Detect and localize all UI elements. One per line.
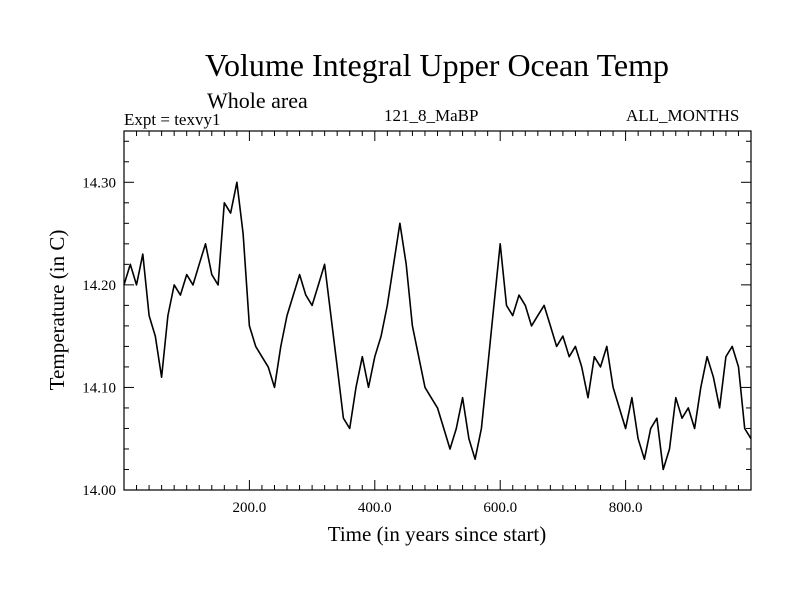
y-tick-label: 14.00 [82,483,116,499]
experiment-label: Expt = texvy1 [124,110,221,129]
x-tick-label: 200.0 [233,500,267,516]
plot-frame [123,130,752,491]
chart-title: Volume Integral Upper Ocean Temp [205,47,669,83]
months-label: ALL_MONTHS [626,106,740,125]
x-tick-label: 800.0 [609,500,643,516]
x-axis-title: Time (in years since start) [328,522,547,546]
series-line-texvy1 [123,181,752,471]
y-tick-label: 14.20 [82,278,116,294]
y-axis-title: Temperature (in C) [45,230,69,391]
chart-subtitle: Whole area [207,88,308,113]
y-tick-label: 14.10 [82,380,116,396]
x-tick-label: 400.0 [358,500,392,516]
axis-tick-labels: 200.0 400.0 600.0 800.0 14.00 14.10 14.20 14.30 [82,175,642,516]
run-label: 121_8_MaBP [384,106,479,125]
x-tick-label: 600.0 [483,500,517,516]
y-tick-label: 14.30 [82,175,116,191]
axis-ticks [124,131,751,490]
